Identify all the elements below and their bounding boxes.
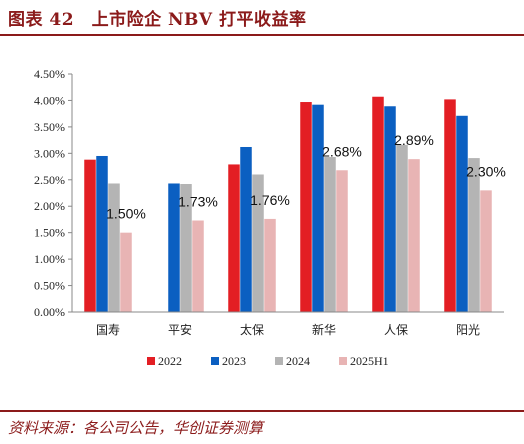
legend-label-2024: 2024 [286, 354, 310, 368]
bar-新华-2025H1 [336, 170, 348, 312]
y-tick-label: 1.50% [34, 226, 65, 240]
bar-平安-2025H1 [192, 220, 204, 312]
bar-国寿-2023 [96, 155, 108, 312]
bar-阳光-2023 [456, 115, 468, 312]
x-tick-label-人保: 人保 [384, 323, 408, 337]
y-tick-label: 0.00% [34, 305, 65, 319]
bar-阳光-2025H1 [480, 190, 492, 312]
data-label-太保: 1.76% [250, 192, 290, 208]
bar-阳光-2022 [444, 99, 456, 312]
legend-swatch-2024 [275, 357, 283, 365]
legend-swatch-2025H1 [339, 357, 347, 365]
bar-平安-2024 [180, 184, 192, 312]
y-tick-label: 0.50% [34, 279, 65, 293]
y-tick-label: 2.00% [34, 199, 65, 213]
legend-swatch-2023 [211, 357, 219, 365]
y-tick-label: 2.50% [34, 173, 65, 187]
legend-swatch-2022 [147, 357, 155, 365]
bar-阳光-2024 [468, 158, 480, 312]
bar-国寿-2024 [108, 183, 120, 312]
data-label-新华: 2.68% [322, 143, 362, 159]
axes-layer: 国寿 平安 太保 新华 人保 阳光 0.00% 0.50% 1.00% 1.50% 2.00% 2.5… [34, 67, 504, 337]
y-tick-label: 1.00% [34, 252, 65, 266]
bar-人保-2025H1 [408, 159, 420, 312]
y-tick-label: 3.00% [34, 146, 65, 160]
data-label-国寿: 1.50% [106, 206, 146, 222]
source-note: 资料来源：各公司公告，华创证券测算 [8, 419, 264, 437]
data-labels-layer: 1.50% 1.73% 1.76% 2.68% 2.89% 2.30% [106, 132, 506, 222]
bar-太保-2024 [252, 174, 264, 312]
bar-太保-2022 [228, 164, 240, 312]
data-label-平安: 1.73% [178, 194, 218, 210]
x-tick-label-太保: 太保 [240, 322, 264, 337]
nbv-breakeven-bar-chart: 国寿 平安 太保 新华 人保 阳光 0.00% 0.50% 1.00% 1.50% 2.00% 2.5… [34, 67, 506, 368]
bar-新华-2024 [324, 157, 336, 312]
bar-太保-2023 [240, 146, 252, 312]
legend-label-2022: 2022 [158, 354, 182, 368]
bar-人保-2023 [384, 106, 396, 312]
data-label-阳光: 2.30% [466, 163, 506, 179]
footer-divider [0, 410, 524, 412]
bar-人保-2022 [372, 96, 384, 312]
bar-太保-2025H1 [264, 218, 276, 312]
x-tick-label-国寿: 国寿 [96, 323, 120, 337]
legend-label-2023: 2023 [222, 354, 246, 368]
figure-title: 图表 42 上市险企 NBV 打平收益率 [8, 10, 307, 30]
data-label-人保: 2.89% [394, 132, 434, 148]
title-bar: 图表 42 上市险企 NBV 打平收益率 [0, 0, 524, 36]
bar-国寿-2025H1 [120, 232, 132, 312]
legend: 2022 2023 2024 2025H1 [147, 354, 389, 368]
bar-新华-2023 [312, 104, 324, 313]
x-tick-label-平安: 平安 [168, 322, 192, 337]
x-tick-label-新华: 新华 [312, 322, 336, 337]
bar-国寿-2022 [84, 159, 96, 312]
legend-label-2025H1: 2025H1 [350, 354, 389, 368]
bar-人保-2024 [396, 144, 408, 312]
y-tick-label: 4.50% [34, 67, 65, 81]
bars-layer [84, 96, 492, 313]
x-tick-label-阳光: 阳光 [456, 323, 480, 337]
y-tick-label: 3.50% [34, 120, 65, 134]
bar-平安-2023 [168, 183, 180, 312]
bar-新华-2022 [300, 102, 312, 312]
y-tick-label: 4.00% [34, 93, 65, 107]
